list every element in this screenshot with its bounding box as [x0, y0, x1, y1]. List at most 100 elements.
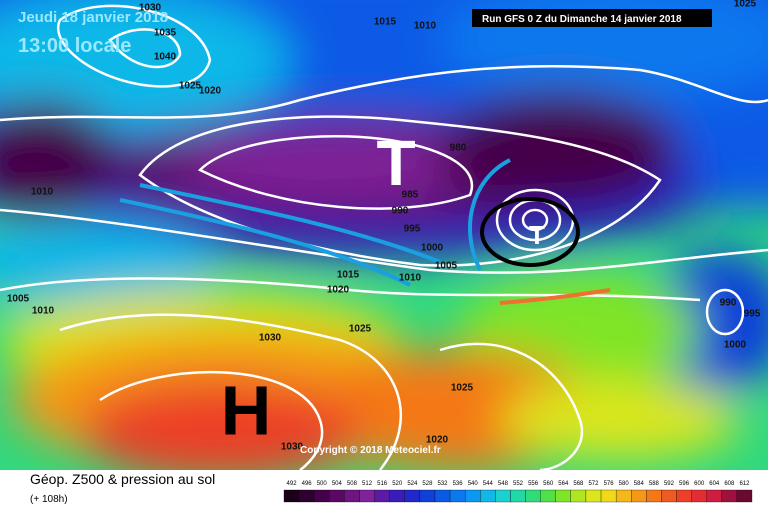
- scale-label: 500: [317, 481, 328, 487]
- scale-label: 584: [634, 481, 645, 487]
- scale-swatch: [570, 489, 587, 503]
- scale-swatch: [449, 489, 466, 503]
- isobar-label: 995: [404, 224, 421, 235]
- isobar-label: 1025: [734, 0, 757, 10]
- isobar-label: 980: [450, 143, 467, 154]
- scale-swatch: [434, 489, 451, 503]
- scale-swatch: [615, 489, 632, 503]
- scale-label: 528: [422, 481, 433, 487]
- copyright: Copyright © 2018 Meteociel.fr: [300, 445, 441, 456]
- isobar-label: 1025: [179, 81, 202, 92]
- scale-swatch: [495, 489, 511, 503]
- warm-arrow: [499, 288, 611, 305]
- isobar-label: 1000: [724, 340, 747, 351]
- isobar-labels: 1030 1035 1040 1025 1020 1015 1010 1025 …: [7, 0, 761, 453]
- isobar-label: 985: [402, 190, 419, 201]
- high-symbol: H: [221, 371, 272, 449]
- scale-swatch: [510, 489, 526, 503]
- scale-swatch: [525, 489, 541, 503]
- forecast-time: 13:00 locale: [18, 35, 131, 57]
- run-info: Run GFS 0 Z du Dimanche 14 janvier 2018: [482, 14, 682, 25]
- legend-subtitle: (+ 108h): [30, 494, 68, 505]
- scale-label: 544: [483, 481, 494, 487]
- scale-label: 608: [724, 481, 735, 487]
- scale-swatch: [359, 489, 375, 503]
- isobar-label: 1010: [32, 306, 55, 317]
- scale-label: 496: [302, 481, 313, 487]
- low-symbol: T: [529, 220, 545, 250]
- flow-arrows: [119, 158, 511, 287]
- forecast-date: Jeudi 18 janvier 2018: [18, 9, 168, 26]
- scale-swatch: [389, 489, 405, 503]
- isobar-label: 1020: [327, 285, 350, 296]
- isobar-label: 1030: [259, 333, 282, 344]
- scale-label: 536: [453, 481, 464, 487]
- isobar-label: 1030: [139, 3, 162, 14]
- scale-swatch: [283, 489, 300, 503]
- scale-swatch: [676, 489, 692, 503]
- isobar-label: 1010: [399, 273, 422, 284]
- map: T T H 1030 1035 1040 1025 1020 1015 1010…: [0, 0, 768, 470]
- scale-swatch: [555, 489, 571, 503]
- scale-label: 592: [664, 481, 675, 487]
- isobar-label: 1015: [374, 17, 397, 28]
- scale-swatch: [600, 489, 617, 503]
- scale-label: 580: [619, 481, 630, 487]
- scale-swatch: [419, 489, 436, 503]
- isobar-label: 1010: [31, 187, 54, 198]
- scale-label: 612: [739, 481, 750, 487]
- scale-swatch: [736, 489, 753, 503]
- scale-swatch: [344, 489, 360, 503]
- scale-label: 548: [498, 481, 509, 487]
- isobar-label: 1000: [421, 243, 444, 254]
- scale-label: 576: [604, 481, 615, 487]
- scale-swatch: [691, 489, 707, 503]
- scale-swatch: [298, 489, 315, 503]
- scale-label: 504: [332, 481, 343, 487]
- isobar-label: 990: [720, 298, 737, 309]
- scale-label: 572: [588, 481, 599, 487]
- scale-swatch: [540, 489, 556, 503]
- scale-label: 588: [649, 481, 660, 487]
- scale-label: 564: [558, 481, 569, 487]
- isobar-label: 995: [744, 309, 761, 320]
- scale-swatch: [314, 489, 330, 503]
- scale-swatch: [706, 489, 722, 503]
- low-symbol: T: [376, 127, 415, 199]
- scale-label: 520: [392, 481, 403, 487]
- isobar-label: 1025: [451, 383, 474, 394]
- legend-title: Géop. Z500 & pression au sol: [30, 471, 215, 487]
- scale-swatch: [585, 489, 602, 503]
- isobar-label: 1010: [414, 21, 437, 32]
- scale-label: 540: [468, 481, 479, 487]
- scale-swatch: [329, 489, 345, 503]
- scale-swatch: [631, 489, 647, 503]
- scale-swatch: [661, 489, 677, 503]
- scale-label: 556: [528, 481, 539, 487]
- scale-label: 532: [438, 481, 449, 487]
- isobar-label: 1005: [7, 294, 30, 305]
- scale-swatch: [404, 489, 421, 503]
- scale-label: 508: [347, 481, 358, 487]
- scale-label: 600: [694, 481, 705, 487]
- low-highlight: [480, 197, 580, 267]
- isobar-label: 1020: [426, 435, 449, 446]
- color-scale: 492 496 500 504 508 512 516 520 524 528 532 536 540 5…: [283, 481, 753, 503]
- scale-swatch: [374, 489, 390, 503]
- scale-label: 512: [362, 481, 373, 487]
- scale-label: 560: [543, 481, 554, 487]
- isobar-label: 990: [392, 206, 409, 217]
- scale-label: 492: [287, 481, 298, 487]
- isobar-label: 1005: [435, 261, 458, 272]
- isobar-label: 1025: [349, 324, 372, 335]
- isobar-label: 1020: [199, 86, 222, 97]
- isobar-label: 1035: [154, 28, 177, 39]
- scale-swatch: [721, 489, 738, 503]
- scale-label: 516: [377, 481, 388, 487]
- scale-label: 604: [709, 481, 720, 487]
- scale-label: 552: [513, 481, 524, 487]
- scale-swatch: [465, 489, 481, 503]
- scale-swatch: [480, 489, 496, 503]
- isobar-label: 1030: [281, 442, 304, 453]
